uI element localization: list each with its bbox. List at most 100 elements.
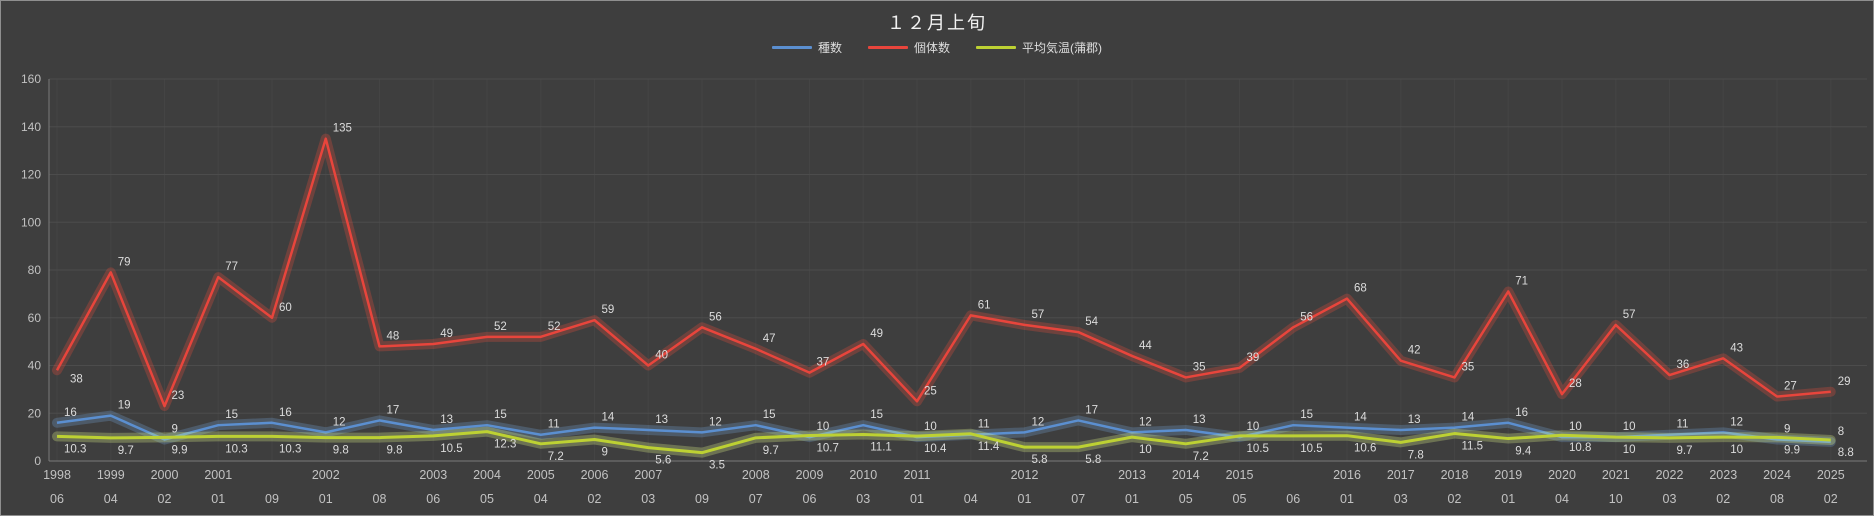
x-tick-day: 05 [1179, 492, 1193, 506]
species-count-data-label: 9 [172, 424, 178, 436]
x-tick-day: 02 [158, 492, 172, 506]
chart-legend: 種数 個体数 平均気温(蒲郡) [1, 39, 1873, 56]
legend-item-species[interactable]: 種数 [771, 39, 842, 56]
x-tick-day: 09 [265, 492, 279, 506]
species-count-data-label: 10 [1247, 421, 1260, 433]
legend-item-individuals[interactable]: 個体数 [868, 39, 950, 56]
avg-temperature-data-label: 9.8 [333, 445, 349, 457]
avg-temperature-data-label: 9.7 [763, 445, 779, 457]
x-tick-year: 2014 [1172, 468, 1200, 482]
individual-count-data-label: 35 [1193, 361, 1206, 373]
individual-count-data-label: 54 [1085, 316, 1098, 328]
avg-temperature-data-label: 5.8 [1085, 454, 1101, 466]
individual-count-data-label: 35 [1462, 361, 1475, 373]
x-tick-year: 2003 [419, 468, 447, 482]
x-tick-year: 2022 [1656, 468, 1684, 482]
x-tick-day: 10 [1609, 492, 1623, 506]
species-count-data-label: 12 [709, 416, 722, 428]
x-tick-day: 01 [211, 492, 225, 506]
x-tick-day: 06 [803, 492, 817, 506]
x-tick-day: 01 [1340, 492, 1354, 506]
avg-temperature-data-label: 7.2 [548, 451, 564, 463]
x-tick-year: 2015 [1226, 468, 1254, 482]
y-tick-label: 100 [21, 215, 41, 229]
species-count-data-label: 9 [1784, 424, 1790, 436]
avg-temperature-data-label: 11.4 [978, 441, 1000, 453]
avg-temperature-data-label: 9.8 [387, 445, 403, 457]
individual-count-data-label: 48 [387, 330, 400, 342]
x-tick-year: 2020 [1548, 468, 1576, 482]
avg-temperature-data-label: 7.8 [1408, 449, 1424, 461]
avg-temperature-data-label: 10.5 [440, 443, 462, 455]
individual-count-data-label: 28 [1569, 378, 1582, 390]
species-count-data-label: 10 [1623, 421, 1636, 433]
x-tick-day: 01 [1125, 492, 1139, 506]
individual-count-data-label: 37 [817, 357, 830, 369]
x-tick-day: 01 [910, 492, 924, 506]
x-tick-year: 2017 [1387, 468, 1415, 482]
x-tick-day: 05 [1233, 492, 1247, 506]
avg-temperature-data-label: 10 [1623, 444, 1636, 456]
species-count-data-label: 12 [333, 416, 346, 428]
x-tick-day: 02 [1448, 492, 1462, 506]
x-tick-year: 2023 [1709, 468, 1737, 482]
avg-temperature-data-label: 10.3 [279, 443, 301, 455]
individual-count-data-label: 29 [1838, 376, 1851, 388]
x-tick-year: 2005 [527, 468, 555, 482]
species-count-data-label: 10 [924, 421, 937, 433]
species-count-data-label: 8 [1838, 426, 1844, 438]
individual-count-data-label: 47 [763, 333, 776, 345]
avg-temperature-data-label: 11.5 [1462, 441, 1484, 453]
x-tick-year: 2021 [1602, 468, 1630, 482]
species-count-data-label: 16 [1515, 407, 1528, 419]
individual-count-data-label: 52 [548, 321, 561, 333]
individual-count-data-label: 57 [1032, 309, 1045, 321]
species-count-data-label: 16 [279, 407, 292, 419]
species-count-data-label: 13 [1193, 414, 1206, 426]
x-tick-day: 08 [1770, 492, 1784, 506]
chart-title: １２月上旬 [887, 13, 987, 33]
x-tick-day: 01 [319, 492, 333, 506]
individual-count-data-label: 38 [70, 373, 83, 385]
x-tick-day: 03 [1663, 492, 1677, 506]
x-tick-day: 04 [104, 492, 118, 506]
x-tick-day: 02 [588, 492, 602, 506]
individual-count-data-label: 44 [1139, 340, 1152, 352]
x-tick-day: 02 [1824, 492, 1838, 506]
x-tick-day: 01 [1501, 492, 1515, 506]
x-tick-year: 2007 [634, 468, 662, 482]
x-tick-year: 2002 [312, 468, 340, 482]
individual-count-data-label: 57 [1623, 309, 1636, 321]
avg-temperature-data-label: 10.8 [1569, 442, 1591, 454]
species-count-data-label: 11 [1677, 419, 1689, 431]
avg-temperature-data-label: 9.7 [118, 445, 134, 457]
legend-label-individuals: 個体数 [914, 41, 951, 55]
avg-temperature-data-label: 7.2 [1193, 451, 1209, 463]
avg-temperature-data-label: 3.5 [709, 460, 725, 472]
x-tick-year: 2019 [1494, 468, 1522, 482]
species-count-data-label: 15 [1300, 409, 1313, 421]
x-tick-year: 2016 [1333, 468, 1361, 482]
x-tick-day: 04 [1555, 492, 1569, 506]
x-tick-year: 1999 [97, 468, 125, 482]
x-tick-day: 09 [695, 492, 709, 506]
avg-temperature-data-label: 9.9 [172, 444, 188, 456]
avg-temperature-data-label: 10.5 [1247, 443, 1269, 455]
species-count-data-label: 10 [817, 421, 830, 433]
x-tick-day: 06 [426, 492, 440, 506]
x-tick-year: 2008 [742, 468, 770, 482]
avg-temperature-data-label: 10.3 [225, 443, 247, 455]
legend-item-temperature[interactable]: 平均気温(蒲郡) [976, 39, 1102, 56]
x-tick-day: 02 [1716, 492, 1730, 506]
legend-line-swatch-species [771, 46, 812, 49]
individual-count-data-label: 71 [1515, 275, 1528, 287]
x-tick-year: 2024 [1763, 468, 1791, 482]
x-tick-day: 03 [641, 492, 655, 506]
x-tick-day: 08 [373, 492, 387, 506]
avg-temperature-data-label: 10 [1139, 444, 1152, 456]
individual-count-data-label: 42 [1408, 345, 1421, 357]
x-tick-day: 03 [856, 492, 870, 506]
x-tick-year: 2001 [204, 468, 232, 482]
